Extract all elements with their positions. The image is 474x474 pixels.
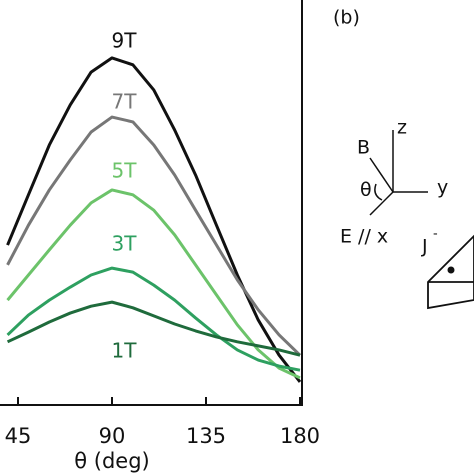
sample-dot (447, 266, 455, 274)
series-line (6, 56, 302, 383)
plot-frame (0, 0, 303, 406)
diagram-label: - (433, 227, 438, 242)
diagram-label: θ (360, 179, 372, 201)
diagram-label: y (437, 177, 448, 199)
diagram-label: J (421, 236, 428, 258)
series-label: 5T (112, 159, 138, 183)
x-axis-label: θ (deg) (74, 449, 150, 473)
series-label: 1T (112, 339, 138, 363)
x-tick-label: 90 (99, 424, 126, 448)
series-label: 9T (112, 29, 138, 53)
series-line (6, 266, 301, 372)
series-label: 7T (112, 90, 138, 114)
x-tick-label: 45 (5, 424, 32, 448)
series-label: 3T (112, 232, 138, 256)
axes-icon (369, 130, 428, 216)
series-line (6, 115, 302, 357)
diagram-label: E // x (340, 226, 388, 248)
diagram-label: z (397, 117, 407, 139)
diagram-label: B (357, 137, 370, 159)
series-line (6, 188, 301, 380)
x-tick-label: 180 (280, 424, 320, 448)
panel-label: (b) (333, 7, 360, 29)
series-line (6, 300, 301, 357)
x-tick-label: 135 (186, 424, 226, 448)
